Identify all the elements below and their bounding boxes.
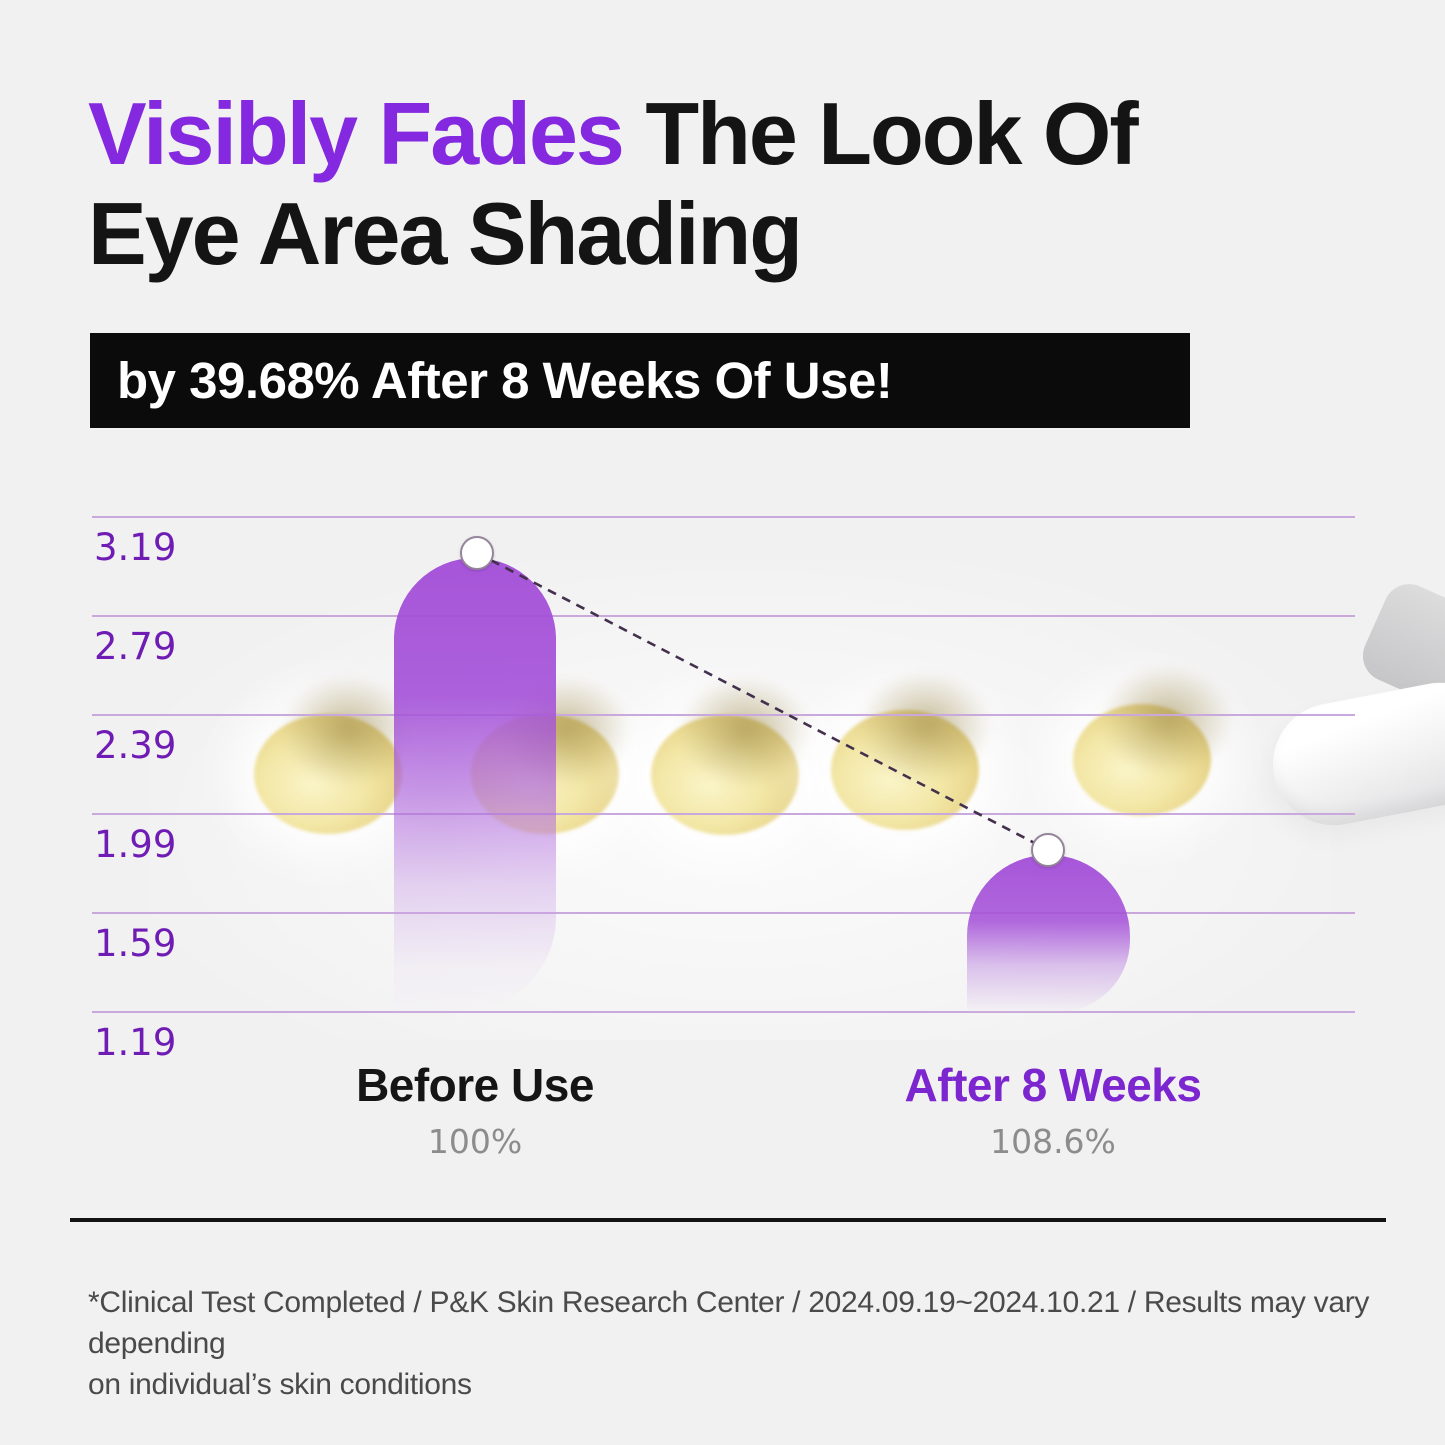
y-axis-tick: 3.19 [94, 526, 177, 569]
claim-banner: by 39.68% After 8 Weeks Of Use! [90, 333, 1190, 428]
title-rest: The Look Of [622, 84, 1138, 183]
percent-label-before: 100% [427, 1122, 523, 1161]
gridline [92, 714, 1355, 716]
gridline [92, 1011, 1355, 1013]
footer-divider [70, 1218, 1386, 1222]
y-axis-tick: 2.39 [94, 724, 177, 767]
percent-label-after: 108.6% [990, 1122, 1116, 1161]
clinical-disclaimer: *Clinical Test Completed / P&K Skin Rese… [88, 1282, 1398, 1405]
y-axis-tick: 1.99 [94, 823, 177, 866]
y-axis-tick: 1.19 [94, 1021, 177, 1064]
bar-after-8-weeks [967, 855, 1130, 1012]
y-axis-tick: 2.79 [94, 625, 177, 668]
data-point-marker-after [1031, 833, 1065, 867]
gridline [92, 615, 1355, 617]
title-line-1: Visibly Fades The Look Of [88, 84, 1139, 184]
title-highlight: Visibly Fades [88, 84, 625, 183]
page-title: Visibly Fades The Look Of Eye Area Shadi… [88, 84, 1139, 284]
cream-dollop-photo [1073, 704, 1211, 816]
claim-banner-text: by 39.68% After 8 Weeks Of Use! [117, 352, 893, 409]
gridline [92, 516, 1355, 518]
cream-dollop-photo [651, 715, 799, 835]
cream-dollop-photo [831, 710, 979, 830]
gridline [92, 813, 1355, 815]
clinical-disclaimer-line-2: on individual’s skin conditions [88, 1368, 472, 1401]
category-label-after: After 8 Weeks [904, 1059, 1202, 1111]
bar-before-use [394, 558, 556, 1012]
y-axis-tick: 1.59 [94, 922, 177, 965]
data-point-marker-before [460, 536, 494, 570]
clinical-disclaimer-line-1: *Clinical Test Completed / P&K Skin Rese… [88, 1286, 1370, 1360]
category-label-before: Before Use [356, 1059, 594, 1111]
gridline [92, 912, 1355, 914]
title-line-2: Eye Area Shading [88, 184, 803, 283]
